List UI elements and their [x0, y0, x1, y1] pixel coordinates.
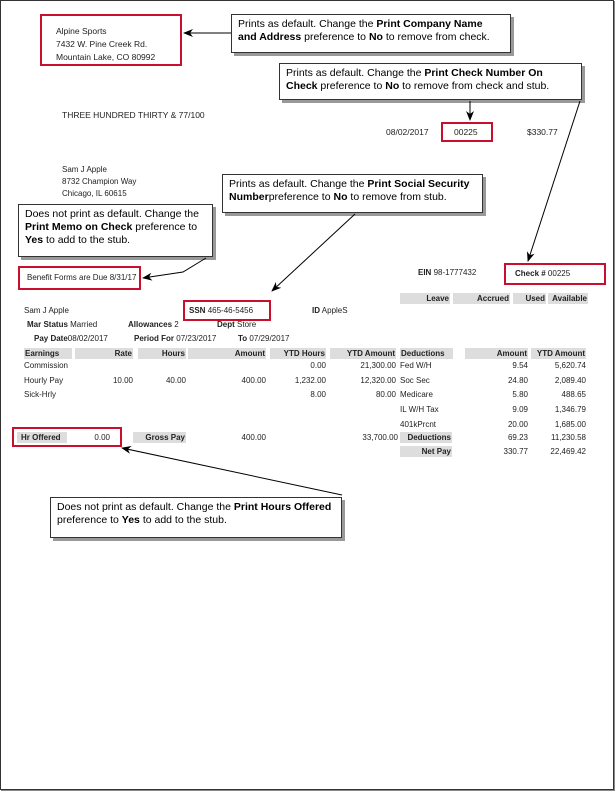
hr-offered-highlight: [12, 427, 122, 447]
gross-pay-ytd: 33,700.00: [362, 433, 398, 442]
table-cell-deductions: Medicare: [400, 390, 433, 399]
gross-pay: 400.00: [241, 433, 266, 442]
deductions-total-ytd: 11,230.58: [551, 433, 586, 442]
ytd-amount-header: YTD Amount: [330, 348, 396, 359]
department: Dept Store: [217, 320, 257, 329]
memo-text: Benefit Forms are Due 8/31/17: [27, 273, 137, 282]
check-date: 08/02/2017: [386, 127, 429, 137]
arrow-ssn: [271, 213, 356, 292]
arrow-hours-offered: [121, 445, 343, 496]
table-cell-ytd-amount: 80.00: [375, 390, 396, 399]
company-address2: Mountain Lake, CO 80992: [56, 52, 156, 62]
period-for: Period For 07/23/2017: [134, 334, 217, 343]
callout-company: Prints as default. Change the Print Comp…: [231, 14, 511, 53]
pay-date: Pay Date08/02/2017: [34, 334, 108, 343]
table-cell-ded-ytd-amount: 1,685.00: [554, 420, 586, 429]
table-cell-ded-amount: 20.00: [507, 420, 528, 429]
callout-memo: Does not print as default. Change the Pr…: [18, 204, 213, 257]
table-cell-ded-amount: 24.80: [507, 376, 528, 385]
hr-offered-label: Hr Offered: [17, 432, 67, 443]
employee-id: ID AppleS: [312, 306, 348, 315]
earnings-header: Earnings: [24, 348, 72, 359]
accrued-header: Accrued: [453, 293, 510, 304]
company-highlight: [40, 14, 182, 66]
leave-header: Leave: [400, 293, 450, 304]
company-name: Alpine Sports: [56, 26, 107, 36]
ein: EIN 98-1777432: [418, 268, 477, 277]
check-number-highlight: [441, 122, 493, 142]
hr-offered-value: 0.00: [94, 433, 110, 442]
check-number: 00225: [454, 127, 478, 137]
rate-header: Rate: [75, 348, 133, 359]
employee-name: Sam J Apple: [24, 306, 69, 315]
table-cell-deductions: IL W/H Tax: [400, 405, 439, 414]
available-header: Available: [548, 293, 588, 304]
ded-amount-header: Amount: [465, 348, 528, 359]
payee-block: Sam J Apple 8732 Champion Way Chicago, I…: [62, 164, 136, 200]
table-cell-ytd-hours: 8.00: [310, 390, 326, 399]
period-to: To 07/29/2017: [238, 334, 290, 343]
table-cell-ded-ytd-amount: 1,346.79: [554, 405, 586, 414]
arrow-memo: [142, 257, 207, 281]
table-cell-deductions: 401kPrcnt: [400, 420, 437, 429]
stub-check-number-highlight: [504, 263, 606, 285]
ssn: SSN 465-46-5456: [189, 306, 254, 315]
deductions-total: 69.23: [507, 433, 528, 442]
table-cell-earnings: Hourly Pay: [24, 376, 64, 385]
table-cell-ytd-hours: 0.00: [310, 361, 326, 370]
marital-status: Mar Status Married: [27, 320, 98, 329]
table-cell-ded-ytd-amount: 2,089.40: [554, 376, 586, 385]
table-cell-amount: 400.00: [241, 376, 266, 385]
used-header: Used: [513, 293, 546, 304]
callout-check-number: Prints as default. Change the Print Chec…: [279, 63, 582, 100]
table-cell-ded-ytd-amount: 488.65: [561, 390, 586, 399]
table-cell-earnings: Commission: [24, 361, 69, 370]
memo-highlight: [18, 266, 141, 290]
net-pay-label: Net Pay: [400, 446, 452, 457]
table-cell-hours: 40.00: [165, 376, 186, 385]
table-cell-ded-amount: 5.80: [512, 390, 528, 399]
callout-hours-offered: Does not print as default. Change the Pr…: [50, 497, 342, 538]
net-pay-ytd: 22,469.42: [550, 447, 586, 456]
ssn-highlight: [183, 300, 271, 321]
deductions-header: Deductions: [400, 348, 453, 359]
table-cell-deductions: Fed W/H: [400, 361, 432, 370]
company-address1: 7432 W. Pine Creek Rd.: [56, 39, 148, 49]
allowances: Allowances 2: [128, 320, 179, 329]
hours-header: Hours: [138, 348, 186, 359]
payee-address2: Chicago, IL 60615: [62, 189, 127, 198]
callout-ssn: Prints as default. Change the Print Soci…: [222, 174, 483, 213]
company-block: Alpine Sports 7432 W. Pine Creek Rd. Mou…: [56, 25, 155, 64]
arrow-stub-check-number: [526, 100, 581, 262]
table-cell-deductions: Soc Sec: [400, 376, 430, 385]
net-pay: 330.77: [503, 447, 528, 456]
table-cell-ytd-hours: 1,232.00: [294, 376, 326, 385]
table-cell-rate: 10.00: [112, 376, 133, 385]
payee-name: Sam J Apple: [62, 165, 107, 174]
table-cell-ded-amount: 9.09: [512, 405, 528, 414]
amount-header: Amount: [188, 348, 266, 359]
amount-in-words: THREE HUNDRED THIRTY & 77/100: [62, 110, 205, 120]
ytd-hours-header: YTD Hours: [270, 348, 326, 359]
ded-ytd-amount-header: YTD Amount: [531, 348, 586, 359]
table-cell-earnings: Sick-Hrly: [24, 390, 56, 399]
stub-check-number: Check # 00225: [515, 269, 571, 278]
payee-address1: 8732 Champion Way: [62, 177, 137, 186]
gross-pay-label: Gross Pay: [133, 432, 186, 443]
deductions-total-label: Deductions: [400, 432, 452, 443]
table-cell-ded-ytd-amount: 5,620.74: [554, 361, 586, 370]
table-cell-ded-amount: 9.54: [512, 361, 528, 370]
table-cell-ytd-amount: 21,300.00: [360, 361, 396, 370]
check-amount: $330.77: [527, 127, 558, 137]
table-cell-ytd-amount: 12,320.00: [360, 376, 396, 385]
